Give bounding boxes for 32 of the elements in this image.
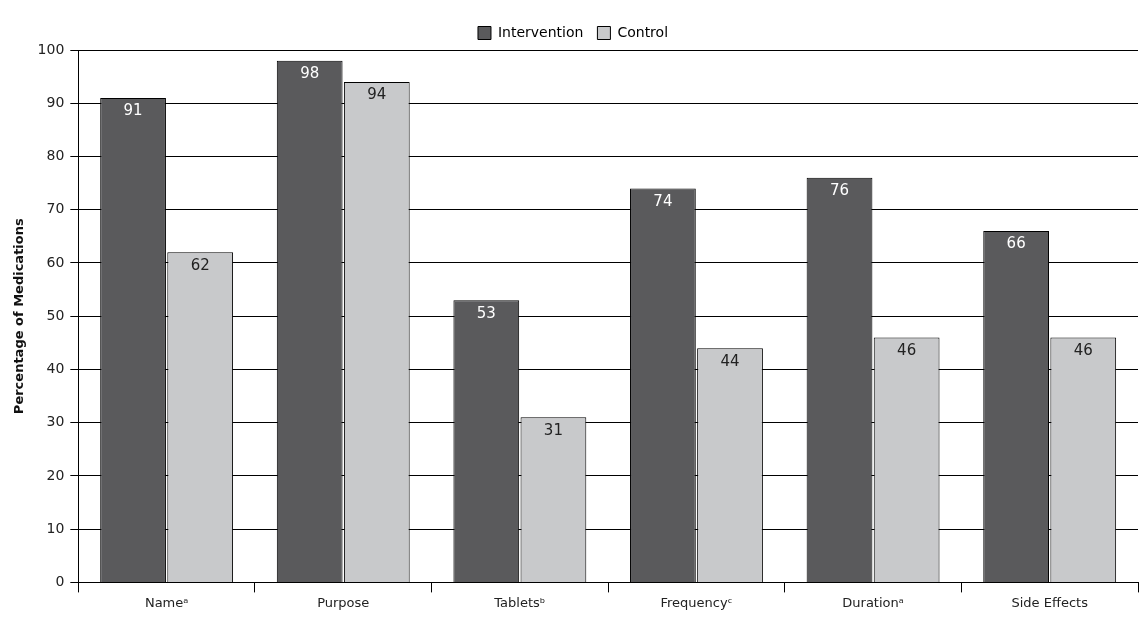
x-tick-label: Durationᵃ	[842, 594, 904, 610]
y-tick-label: 10	[46, 519, 65, 536]
x-tick-label: Nameᵃ	[144, 594, 189, 610]
y-tick-label: 20	[46, 466, 65, 483]
x-tick-label: Side Effects	[1011, 594, 1089, 610]
y-tick-label: 30	[46, 413, 65, 430]
data-label: 74	[653, 191, 673, 210]
x-tick-label: Tabletsᵇ	[493, 594, 546, 610]
y-axis-title: Percentage of Medications	[11, 218, 27, 415]
x-tick-label: Frequencyᶜ	[660, 594, 733, 610]
data-label: 62	[190, 255, 210, 274]
y-tick-label: 50	[46, 306, 65, 323]
y-tick-label: 0	[55, 573, 65, 590]
y-tick-label: 70	[46, 200, 65, 217]
data-label: 76	[829, 181, 850, 200]
x-tick-label: Purpose	[317, 594, 370, 610]
data-label: 94	[367, 85, 387, 104]
y-tick-label: 40	[46, 360, 65, 377]
data-label: 98	[300, 64, 320, 83]
data-label: 91	[123, 101, 143, 120]
legend-label: Control	[617, 23, 669, 40]
data-label: 53	[476, 303, 496, 322]
legend-label: Intervention	[497, 23, 584, 40]
data-label: 66	[1006, 234, 1026, 253]
data-label: 46	[897, 340, 917, 359]
data-label: 31	[543, 420, 563, 439]
y-tick-label: 90	[46, 93, 65, 110]
y-tick-label: 80	[46, 147, 65, 164]
data-label: 44	[720, 351, 740, 370]
y-tick-label: 100	[37, 40, 65, 57]
y-tick-label: 60	[46, 253, 65, 270]
data-label: 46	[1073, 340, 1093, 359]
